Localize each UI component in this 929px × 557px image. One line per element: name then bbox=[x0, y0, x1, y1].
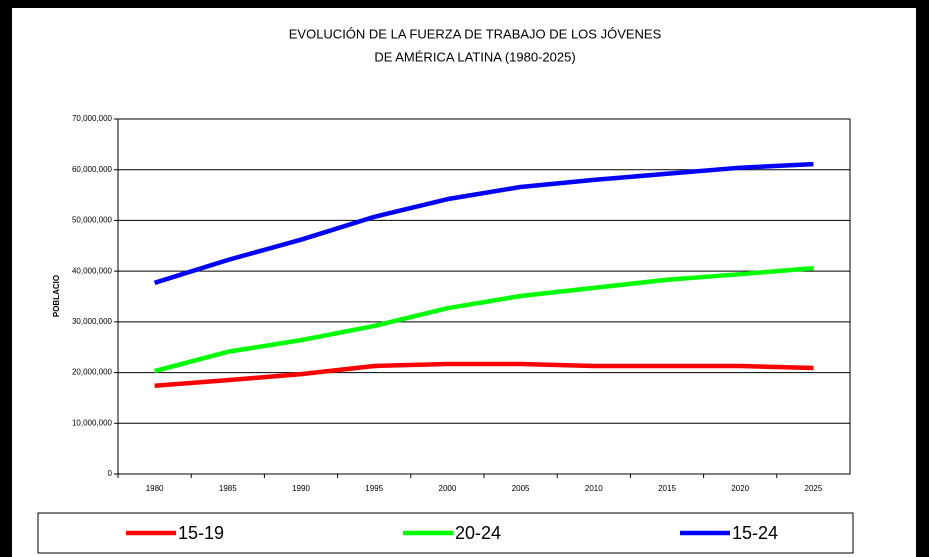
y-axis-label: POBLACIO bbox=[52, 275, 61, 317]
y-tick-label: 10,000,000 bbox=[72, 418, 113, 427]
y-tick-label: 40,000,000 bbox=[72, 266, 113, 275]
y-tick-label: 70,000,000 bbox=[72, 114, 113, 123]
y-tick-label: 0 bbox=[108, 469, 113, 478]
legend-box bbox=[37, 512, 854, 554]
y-tick-label: 30,000,000 bbox=[72, 317, 113, 326]
x-tick-label: 1990 bbox=[292, 484, 310, 493]
legend-label: 20-24 bbox=[455, 523, 501, 543]
legend-label: 15-24 bbox=[732, 523, 778, 543]
x-tick-label: 2010 bbox=[585, 484, 603, 493]
x-tick-label: 2005 bbox=[512, 484, 530, 493]
frame-left bbox=[0, 0, 12, 557]
x-tick-label: 2025 bbox=[805, 484, 823, 493]
chart-title: EVOLUCIÓN DE LA FUERZA DE TRABAJO DE LOS… bbox=[289, 26, 662, 41]
series-line bbox=[153, 161, 814, 285]
y-tick-label: 60,000,000 bbox=[72, 165, 113, 174]
legend-label: 15-19 bbox=[178, 523, 224, 543]
y-tick-label: 20,000,000 bbox=[72, 368, 113, 377]
x-tick-label: 2000 bbox=[439, 484, 457, 493]
frame-top bbox=[0, 0, 929, 8]
x-tick-label: 1995 bbox=[365, 484, 383, 493]
series-line bbox=[154, 361, 814, 389]
frame-right bbox=[916, 0, 929, 557]
chart-title: DE AMÉRICA LATINA (1980-2025) bbox=[374, 49, 575, 64]
x-tick-label: 2020 bbox=[731, 484, 749, 493]
y-tick-label: 50,000,000 bbox=[72, 216, 113, 225]
x-tick-label: 1980 bbox=[146, 484, 164, 493]
series-line bbox=[154, 265, 814, 374]
x-tick-label: 2015 bbox=[658, 484, 676, 493]
x-tick-label: 1985 bbox=[219, 484, 237, 493]
